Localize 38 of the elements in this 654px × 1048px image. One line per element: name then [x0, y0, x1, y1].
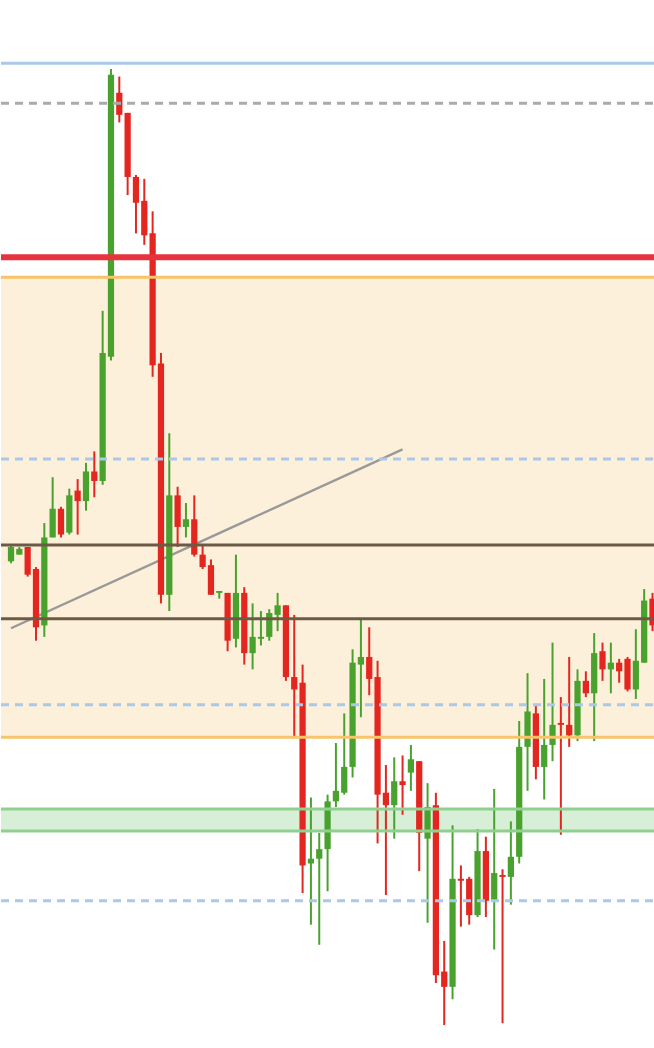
candlestick [74, 478, 81, 536]
candlestick [491, 787, 498, 951]
candlestick [132, 174, 140, 235]
candlestick [174, 485, 181, 548]
candlestick [66, 487, 73, 536]
candlestick [549, 641, 556, 763]
candlestick [566, 655, 573, 748]
candlestick [91, 450, 98, 499]
candlestick [499, 868, 506, 1025]
candlestick [557, 696, 564, 836]
candlestick [332, 742, 340, 809]
candlestick [591, 632, 598, 743]
candlestick [324, 793, 331, 893]
candlestick [207, 558, 215, 596]
candlestick [582, 670, 589, 699]
candlestick [82, 461, 90, 512]
candlestick [57, 505, 65, 539]
candlestick [624, 655, 631, 693]
candlestick [182, 502, 190, 539]
candlestick [524, 672, 531, 792]
candlestick [599, 641, 606, 682]
candlestick [424, 782, 431, 924]
candlestick [341, 712, 348, 796]
candlestick [191, 494, 198, 558]
candlestick [541, 677, 548, 801]
candlestick [257, 610, 265, 647]
candlestick [507, 820, 514, 906]
candlestick [232, 553, 240, 649]
candlestick [316, 831, 323, 946]
candlestick [649, 591, 654, 633]
candlestick [49, 476, 56, 539]
candlestick [224, 591, 231, 653]
candlestick [249, 602, 256, 671]
candlestick [391, 756, 398, 840]
candlestick [457, 864, 465, 928]
candlestick [407, 743, 415, 792]
candlestick [399, 754, 406, 816]
candlestick [274, 591, 281, 633]
